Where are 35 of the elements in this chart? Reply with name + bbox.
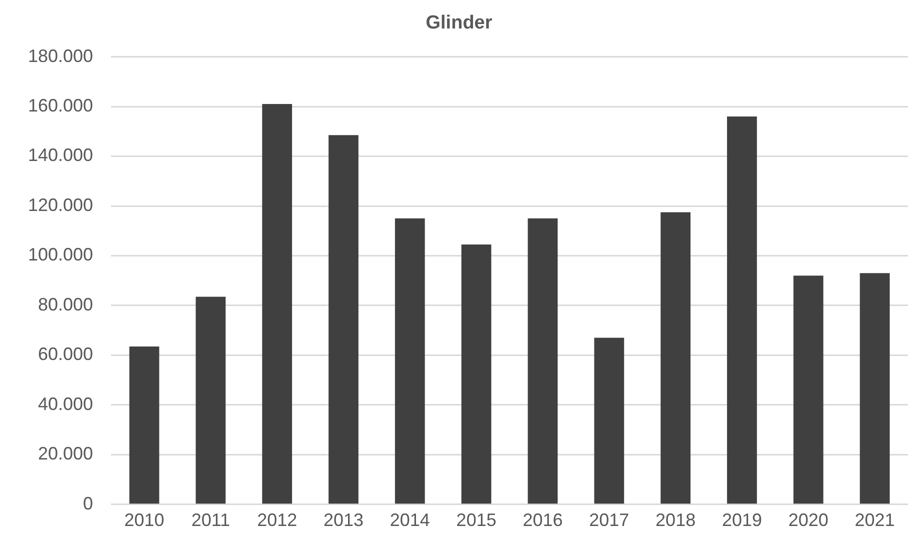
y-tick-label: 60.000 <box>38 344 94 364</box>
y-tick-label: 120.000 <box>28 194 94 215</box>
x-tick-label: 2014 <box>390 510 430 530</box>
x-tick-label: 2010 <box>124 510 164 530</box>
bar <box>594 338 624 504</box>
bar <box>528 218 558 504</box>
x-tick-label: 2021 <box>854 510 895 530</box>
bar <box>660 212 691 504</box>
y-tick-label: 0 <box>83 493 94 514</box>
bar <box>394 218 425 504</box>
bar <box>129 346 160 504</box>
y-tick-label: 100.000 <box>28 244 94 265</box>
y-tick-label: 180.000 <box>28 46 94 66</box>
bar <box>196 296 226 504</box>
x-tick-label: 2011 <box>191 510 230 530</box>
bar <box>860 273 890 504</box>
y-tick-label: 20.000 <box>38 444 94 464</box>
bar <box>727 116 757 504</box>
bar <box>328 135 358 504</box>
y-tick-label: 140.000 <box>28 145 94 166</box>
x-tick-label: 2013 <box>323 510 364 530</box>
bar <box>461 244 492 504</box>
y-tick-label: 160.000 <box>28 96 94 116</box>
x-tick-label: 2015 <box>456 510 496 530</box>
y-tick-label: 80.000 <box>38 294 94 314</box>
x-tick-label: 2012 <box>257 510 298 530</box>
x-tick-label: 2017 <box>589 510 630 530</box>
y-tick-label: 40.000 <box>38 394 94 414</box>
x-tick-label: 2020 <box>788 510 828 530</box>
x-tick-label: 2019 <box>722 510 762 530</box>
bar <box>262 104 292 504</box>
x-tick-label: 2016 <box>522 510 563 530</box>
chart-title: Glinder <box>426 12 493 34</box>
bar <box>793 276 824 504</box>
x-tick-label: 2018 <box>656 510 696 530</box>
